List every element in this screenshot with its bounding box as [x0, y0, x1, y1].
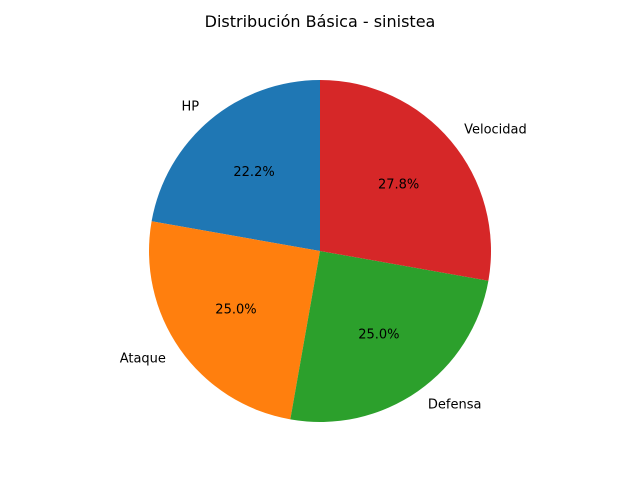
pie-slices — [149, 80, 491, 422]
slice-label-ataque: Ataque — [120, 351, 166, 366]
pie-slice-ataque — [149, 221, 320, 420]
percent-label-hp: 22.2% — [233, 165, 274, 180]
percent-label-defensa: 25.0% — [358, 328, 399, 343]
chart-title: Distribución Básica - sinistea — [204, 12, 436, 31]
pie-slice-defensa — [290, 251, 489, 422]
pie-labels: HP 22.2% Ataque 25.0% Defensa 25.0% Velocidad 2… — [120, 99, 527, 412]
percent-label-velocidad: 27.8% — [378, 178, 419, 193]
pie-slice-velocidad — [320, 80, 491, 281]
percent-label-ataque: 25.0% — [215, 302, 256, 317]
slice-label-defensa: Defensa — [428, 398, 482, 413]
slice-label-hp: HP — [181, 99, 199, 114]
slice-label-velocidad: Velocidad — [464, 123, 527, 138]
pie-slice-hp — [151, 80, 320, 251]
